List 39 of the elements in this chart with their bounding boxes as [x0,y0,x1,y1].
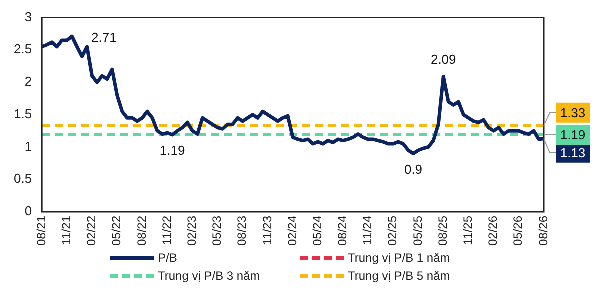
data-label: 2.09 [430,52,456,67]
x-tick-label: 08/24 [336,216,350,246]
x-tick-label: 02/23 [184,216,199,246]
x-tick-label: 02/22 [84,216,99,246]
data-label: 1.19 [160,143,186,158]
y-tick-label: 0.5 [14,171,32,186]
x-tick-label: 02/26 [486,216,500,246]
y-tick-label: 0 [24,204,32,219]
x-tick-label: 11/21 [59,216,74,246]
legend-label: Trung vị P/B 1 năm [348,251,450,265]
x-tick-label: 11/23 [260,216,274,246]
y-tick-label: 3 [24,9,32,24]
x-tick-label: 05/22 [110,216,124,246]
y-tick-label: 1.5 [14,106,32,122]
legend-label: P/B [158,251,178,265]
x-tick-label: 11/24 [360,216,375,246]
data-label: 1.13 [560,145,586,160]
x-tick-label: 05/23 [210,216,224,246]
x-tick-label: 05/24 [310,216,324,246]
x-tick-label: 11/22 [160,216,174,246]
x-tick-label: 02/24 [285,216,300,246]
x-tick-label: 08/23 [235,216,250,246]
y-tick-label: 1 [24,138,32,154]
x-tick-label: 05/26 [511,216,526,246]
x-tick-label: 08/22 [134,216,149,246]
y-tick-label: 2 [24,74,32,90]
x-tick-label: 11/25 [461,216,476,246]
x-tick-label: 08/25 [436,216,450,246]
y-tick-label: 2.5 [14,42,32,57]
x-tick-label: 08/21 [34,216,48,246]
legend-label: Trung vị P/B 3 năm [158,269,260,283]
data-label: 1.19 [560,128,586,143]
data-label: 2.71 [92,30,117,46]
x-tick-label: 08/26 [536,216,550,246]
legend-label: Trung vị P/B 5 năm [348,269,450,283]
data-label: 0.9 [404,162,423,177]
x-tick-label: 05/25 [410,216,425,246]
x-tick-label: 02/25 [386,216,400,246]
data-label: 1.33 [560,105,586,120]
